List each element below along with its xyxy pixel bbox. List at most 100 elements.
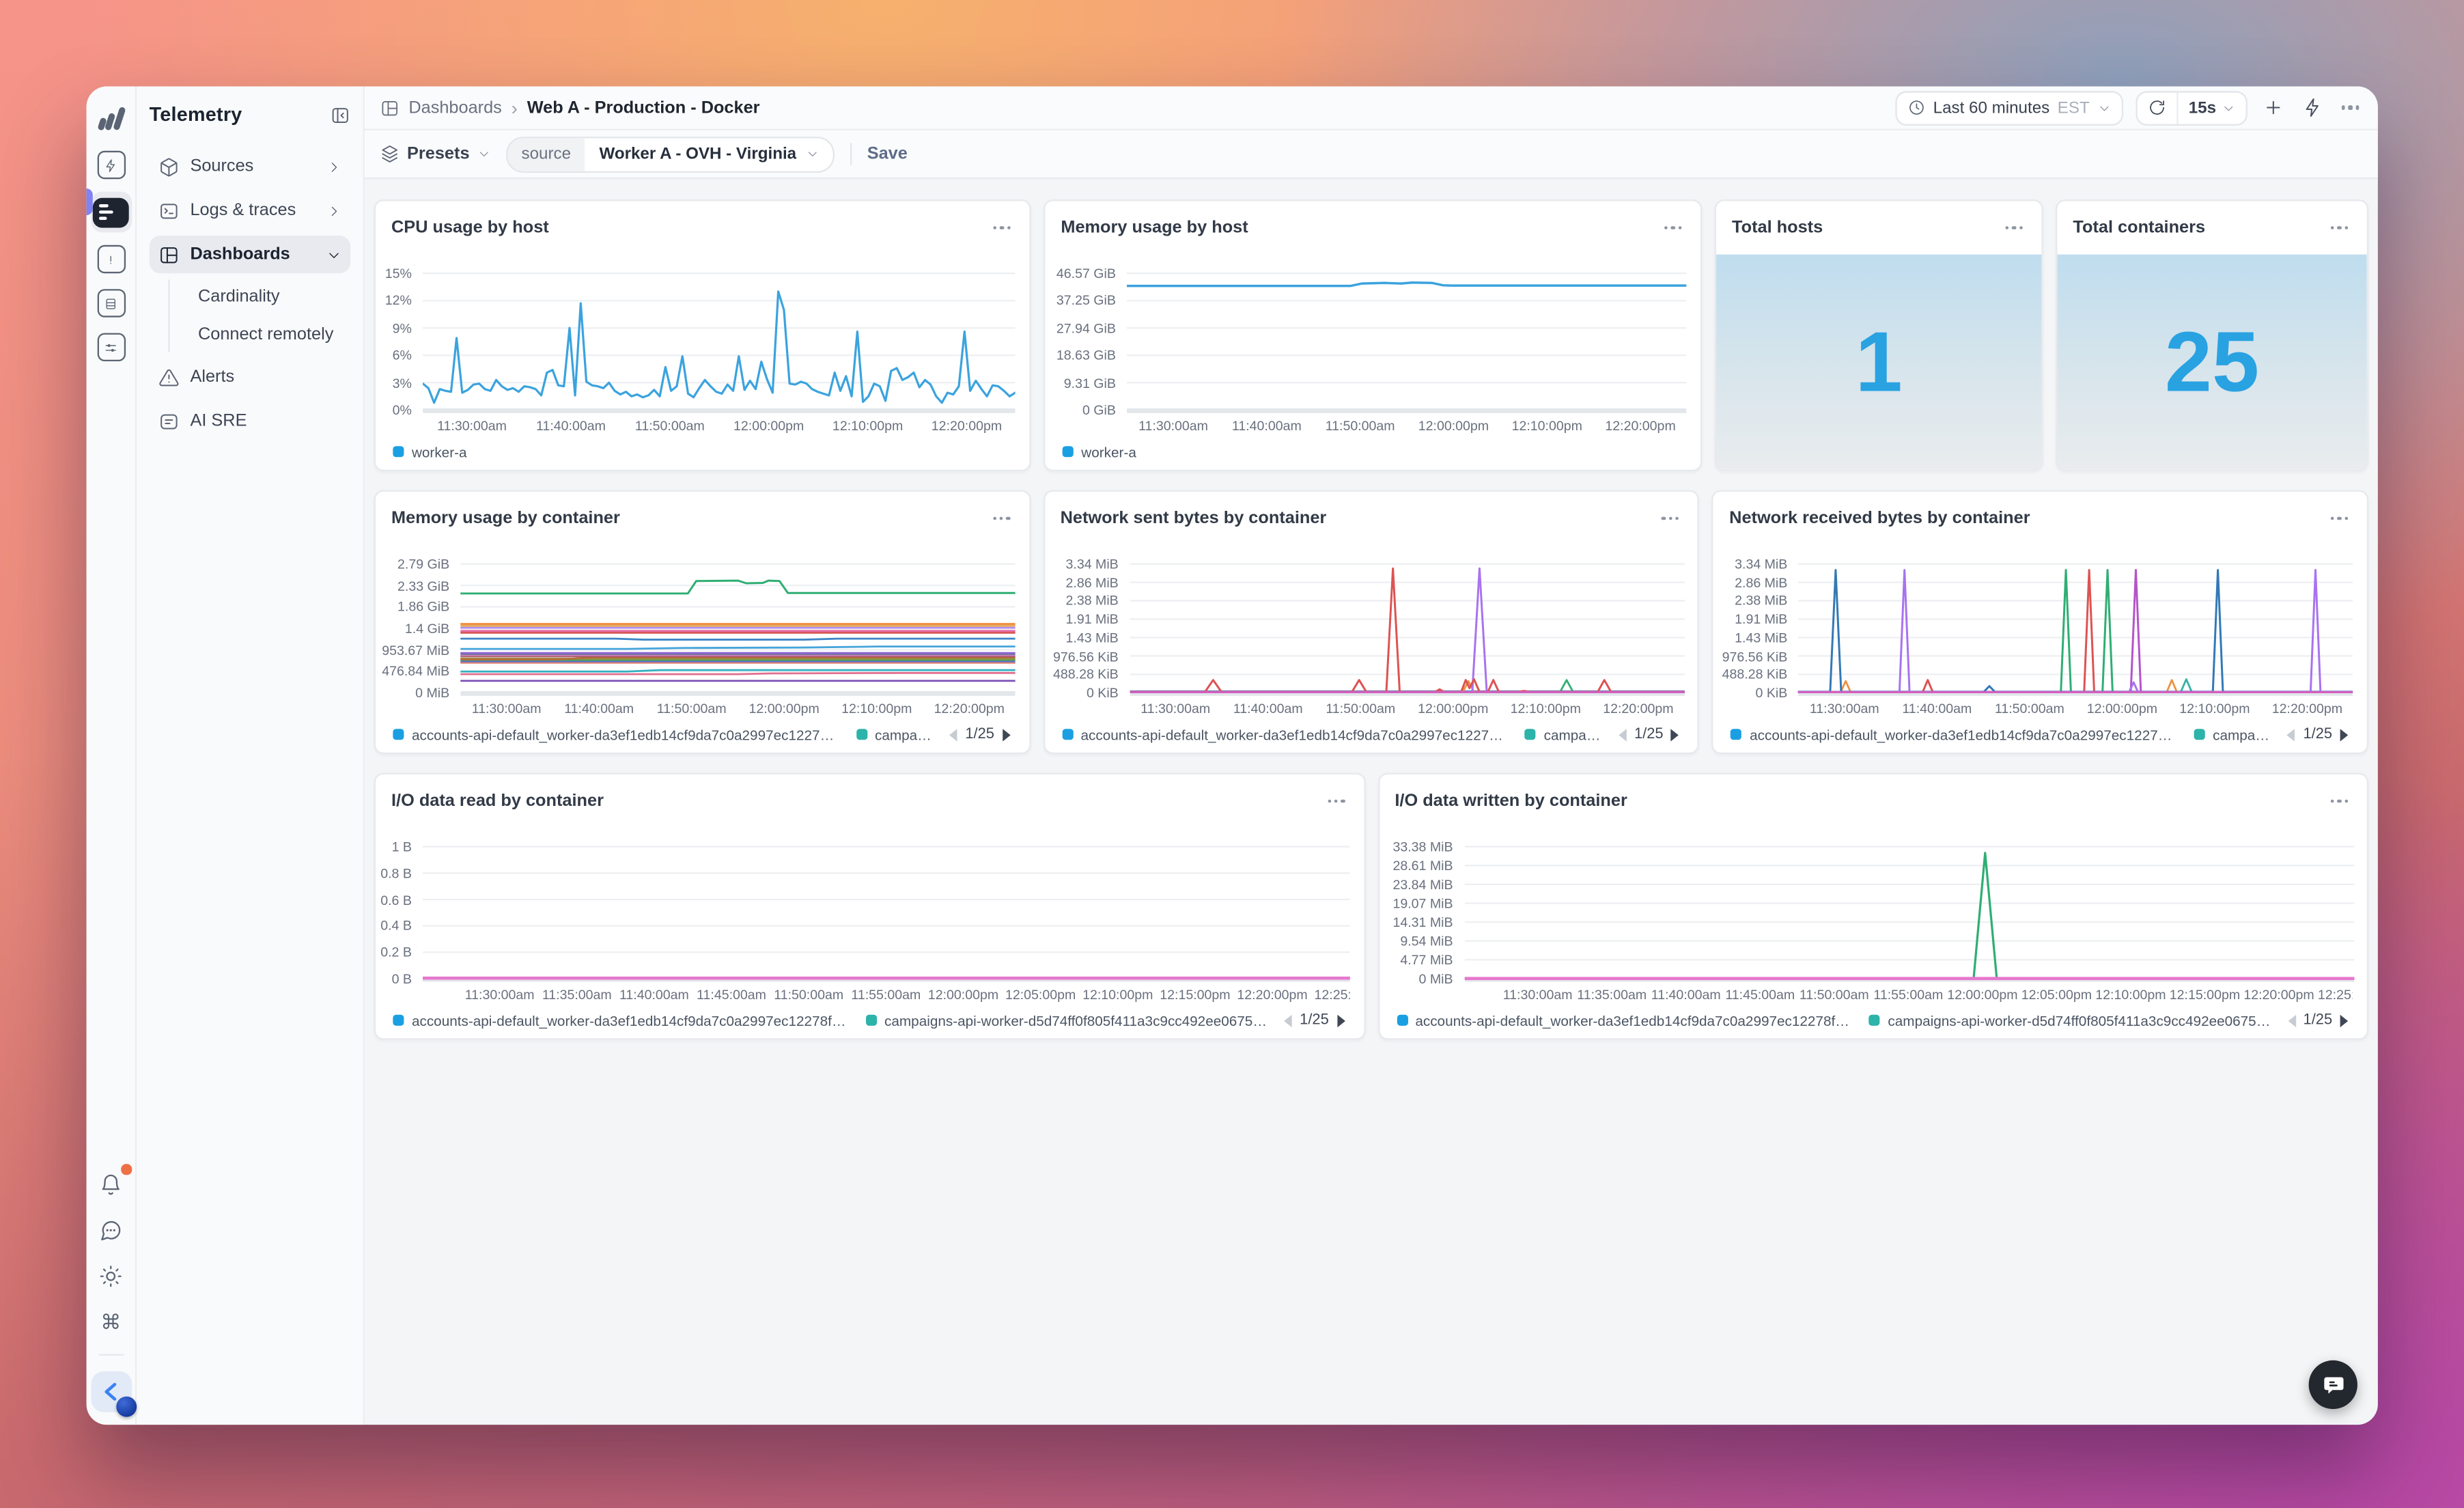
series-green-top — [460, 579, 1016, 595]
feedback-button[interactable] — [94, 1213, 128, 1248]
chart-memory-usage-by-host: 46.57 GiB 37.25 GiB 27.94 GiB 18.63 GiB 9.31… — [1045, 248, 1700, 469]
x-tick: 11:55:00am — [851, 986, 921, 1003]
series-teal — [460, 669, 1016, 673]
add-panel-button[interactable] — [2260, 94, 2287, 121]
chart-memory-usage-by-container: 2.79 GiB 2.33 GiB 1.86 GiB 1.4 GiB 953.67 Mi… — [376, 539, 1029, 753]
panel-menu-button[interactable] — [990, 223, 1013, 232]
rail-getting-started-button[interactable] — [94, 148, 128, 182]
x-tick: 12:20:00pm — [1603, 700, 1674, 716]
time-range-label: Last 60 minutes — [1933, 98, 2050, 117]
exclamation-icon — [96, 245, 125, 274]
panel-menu-button[interactable] — [990, 514, 1013, 523]
chart-cpu-usage-by-host: 15% 12% 9% 6% 3% 0% 11:30:00am 11:40:00am 11:50:… — [376, 248, 1029, 469]
x-tick: 12:00:00pm — [2086, 700, 2158, 716]
legend-swatch — [393, 446, 404, 458]
panel-menu-button[interactable] — [2327, 796, 2351, 806]
panel-menu-button[interactable] — [2002, 223, 2026, 232]
panel-title: CPU usage by host — [391, 218, 549, 238]
pager-next-icon[interactable] — [2340, 728, 2349, 741]
panel-memory-usage-by-host: Memory usage by host 46.57 GiB 37.25 GiB 2… — [1044, 199, 1703, 471]
presets-dropdown[interactable]: Presets — [380, 145, 490, 163]
panel-title: Memory usage by container — [391, 509, 620, 528]
legend-label: accounts-api-default_worker-da3ef1edb14c… — [1415, 1012, 1853, 1029]
legend-item[interactable]: accounts-api-default_worker-da3ef1edb14c… — [1061, 726, 1509, 742]
pager-prev-icon[interactable] — [1618, 728, 1627, 741]
rail-settings-button[interactable] — [94, 330, 128, 365]
legend-item[interactable]: campaigns — [1524, 727, 1603, 742]
refresh-interval-select[interactable]: 15s — [2176, 92, 2245, 124]
panel-title: Network sent bytes by container — [1060, 509, 1327, 528]
pager-next-icon[interactable] — [1671, 728, 1679, 741]
panel-menu-button[interactable] — [2327, 223, 2351, 232]
legend-item[interactable]: worker-a — [1062, 444, 1136, 460]
rail-data-button[interactable] — [94, 286, 128, 321]
pager-count: 1/25 — [2303, 725, 2333, 743]
save-button[interactable]: Save — [867, 144, 908, 164]
collapse-sidebar-button[interactable] — [330, 104, 350, 125]
collapse-rail-button[interactable] — [90, 1371, 137, 1417]
x-tick: 11:40:00am — [1233, 700, 1303, 716]
x-tick: 11:55:00am — [1873, 986, 1944, 1003]
sidebar-item-sources[interactable]: Sources — [150, 148, 351, 185]
time-range-picker[interactable]: Last 60 minutes EST — [1895, 90, 2123, 125]
pager-next-icon[interactable] — [2340, 1014, 2349, 1027]
pager-prev-icon[interactable] — [2287, 728, 2296, 741]
pager-next-icon[interactable] — [1336, 1014, 1345, 1027]
legend-item[interactable]: campaigns-api-worker-d5d74ff0f805f411a3c… — [1868, 1012, 2272, 1028]
legend-item[interactable]: worker-a — [393, 444, 467, 460]
legend-item[interactable]: accounts-api-default_worker-da3ef1edb14c… — [1731, 727, 2179, 742]
y-tick: 1.43 MiB — [1065, 629, 1119, 645]
more-options-button[interactable] — [2339, 102, 2362, 112]
breadcrumb-root[interactable]: Dashboards — [408, 98, 502, 117]
pager-prev-icon[interactable] — [1284, 1014, 1292, 1027]
sidebar-item-ai-sre[interactable]: AI SRE — [150, 402, 351, 440]
panel-menu-button[interactable] — [2327, 514, 2351, 523]
ai-chat-icon — [160, 413, 178, 429]
filterbar-divider — [850, 143, 852, 165]
rail-logs-button[interactable] — [90, 191, 132, 233]
pager-prev-icon[interactable] — [2287, 1014, 2296, 1027]
ellipsis-icon — [2331, 799, 2349, 803]
panel-network-received-bytes: Network received bytes by container 3.34… — [1711, 490, 2369, 754]
theme-toggle-button[interactable] — [94, 1258, 128, 1293]
pager-count: 1/25 — [965, 725, 994, 743]
panel-io-data-written: I/O data written by container 33.38 MiB 2… — [1377, 772, 2369, 1040]
source-filter[interactable]: source Worker A - OVH - Virginia — [505, 135, 835, 172]
legend-pager: 1/25 — [2287, 1011, 2351, 1029]
notifications-button[interactable] — [94, 1164, 132, 1202]
legend-item[interactable]: accounts-api-default_worker-da3ef1edb14c… — [393, 727, 840, 742]
plus-icon — [2267, 100, 2280, 115]
y-axis: 15% 12% 9% 6% 3% 0% — [376, 248, 423, 418]
pager-next-icon[interactable] — [1002, 728, 1010, 741]
legend-item[interactable]: campaigns — [2194, 727, 2271, 742]
legend-item[interactable]: accounts-api-default_worker-da3ef1edb14c… — [393, 1012, 850, 1028]
y-axis: 33.38 MiB 28.61 MiB 23.84 MiB 19.07 MiB 14.3… — [1379, 822, 1464, 986]
legend-item[interactable]: campaigns — [856, 727, 934, 742]
sidebar-item-cardinality[interactable]: Cardinality — [197, 287, 280, 307]
rail-alerts-button[interactable] — [94, 242, 128, 277]
sidebar-item-connect-remotely[interactable]: Connect remotely — [197, 325, 334, 344]
panel-title: I/O data written by container — [1395, 792, 1627, 811]
y-tick: 2.86 MiB — [1735, 574, 1788, 591]
panel-menu-button[interactable] — [1324, 796, 1347, 806]
legend-item[interactable]: accounts-api-default_worker-da3ef1edb14c… — [1396, 1012, 1853, 1029]
chart-canvas — [460, 539, 1016, 696]
x-tick: 12:10:00pm — [1082, 986, 1153, 1003]
sidebar-item-alerts[interactable]: Alerts — [150, 358, 351, 395]
legend-item[interactable]: campaigns-api-worker-d5d74ff0f805f411a3c… — [865, 1012, 1268, 1028]
support-chat-button[interactable] — [2308, 1360, 2357, 1410]
legend-swatch — [2194, 729, 2205, 740]
command-palette-button[interactable]: ⌘ — [94, 1304, 128, 1339]
pager-prev-icon[interactable] — [949, 728, 957, 741]
chart-canvas — [1129, 539, 1685, 696]
y-tick: 476.84 MiB — [382, 663, 450, 680]
quick-actions-button[interactable] — [2299, 94, 2326, 121]
panel-menu-button[interactable] — [1659, 514, 1682, 523]
panel-menu-button[interactable] — [1662, 223, 1685, 232]
legend-label: accounts-api-default_worker-da3ef1edb14c… — [1080, 726, 1509, 742]
chat-bubble-icon — [101, 1220, 121, 1240]
sidebar-item-logs-traces[interactable]: Logs & traces — [150, 192, 351, 229]
refresh-button[interactable] — [2137, 92, 2176, 124]
sidebar-item-dashboards[interactable]: Dashboards — [149, 236, 351, 274]
